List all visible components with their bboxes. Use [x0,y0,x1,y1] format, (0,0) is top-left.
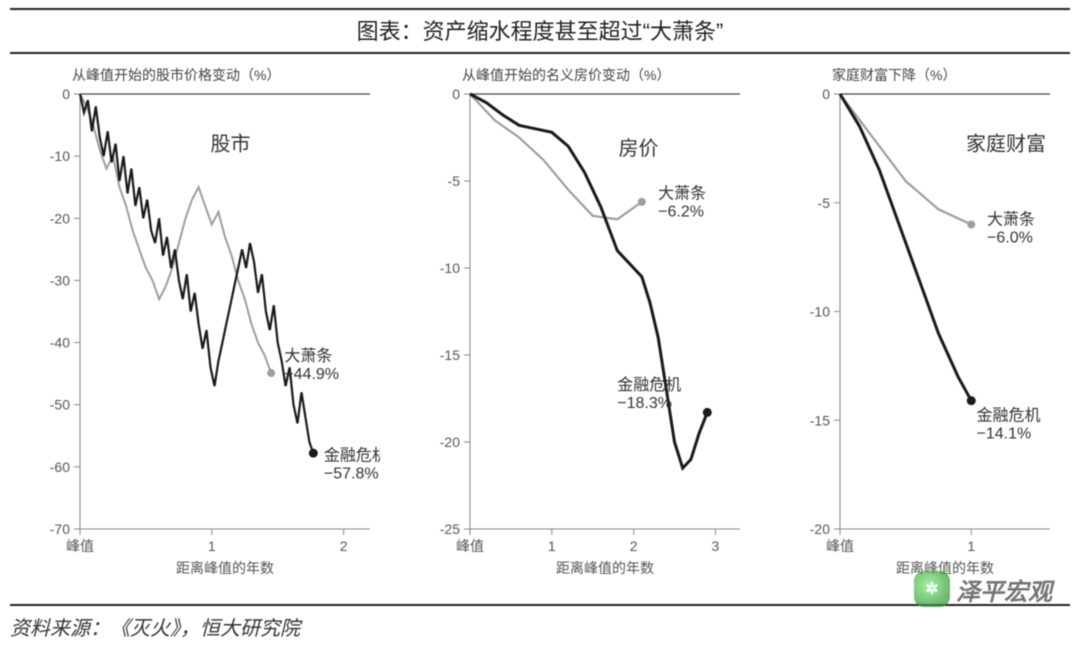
y-tick-label: -50 [50,397,70,413]
marker-financial-crisis [703,408,712,417]
marker-great-depression [267,369,275,377]
series-financial-crisis [80,94,313,453]
panel-subtitle: 家庭财富下降（%） [832,67,956,83]
marker-great-depression [638,198,646,206]
x-tick-label: 峰值 [66,538,94,554]
x-tick-label: 3 [712,538,720,554]
x-tick-label: 2 [630,538,638,554]
series-great-depression [470,94,642,219]
y-tick-label: -5 [448,173,461,189]
panel-big-label: 家庭财富 [966,133,1046,156]
series-great-depression [840,94,971,225]
annotation-value: −14.1% [977,425,1032,442]
y-tick-label: -15 [810,412,830,428]
y-tick-label: -30 [50,272,70,288]
y-tick-label: -40 [50,335,70,351]
x-tick-label: 2 [340,538,348,554]
y-tick-label: 0 [452,86,460,102]
panel-subtitle: 从峰值开始的名义房价变动（%） [462,67,670,83]
annotation-value: −18.3% [617,395,672,412]
annotation-label: 金融危机 [617,376,681,394]
marker-great-depression [967,221,975,229]
y-tick-label: -70 [50,521,70,537]
y-tick-label: -20 [810,521,830,537]
annotation-label: 大萧条 [284,347,332,365]
y-tick-label: 0 [822,86,830,102]
x-axis-label: 距离峰值的年数 [556,560,654,576]
figure-title: 图表：资产缩水程度甚至超过“大萧条” [10,8,1070,54]
annotation-value: −6.0% [987,230,1033,247]
y-tick-label: -25 [440,521,460,537]
panel-housing: 从峰值开始的名义房价变动（%）0 -5 -10 -15 -20 -25峰值 1 2 3 距离峰值的… [420,64,750,594]
y-tick-label: -10 [810,304,830,320]
annotation-value: −57.8% [324,466,379,483]
panel-wealth: 家庭财富下降（%）0-5-10-15-20峰值1距离峰值的年数家庭财富大萧条−6… [790,64,1060,594]
x-tick-label: 1 [548,538,556,554]
y-tick-label: -15 [440,347,460,363]
x-tick-label: 1 [967,538,975,554]
watermark: ✲ 泽平宏观 [914,571,1052,607]
y-tick-label: 0 [62,86,70,102]
chart-area: 从峰值开始的股市价格变动（%）0-10-20-30-40-50-60-70峰值1… [10,54,1070,604]
panel-big-label: 房价 [619,137,659,160]
marker-financial-crisis [967,396,976,405]
annotation-label: 金融危机 [977,406,1041,424]
y-tick-label: -20 [50,210,70,226]
wechat-icon: ✲ [914,571,950,607]
series-financial-crisis [840,94,971,401]
x-axis-label: 距离峰值的年数 [176,560,274,576]
y-tick-label: -20 [440,434,460,450]
panel-stocks: 从峰值开始的股市价格变动（%）0 -10 -20 -30 -40 -50 -60 -70峰值 1… [30,64,380,594]
series-financial-crisis [470,94,707,468]
marker-financial-crisis [309,449,318,458]
annotation-label: 大萧条 [658,184,706,202]
x-tick-label: 1 [208,538,216,554]
panel-big-label: 股市 [211,133,251,156]
watermark-text: 泽平宏观 [956,572,1052,607]
annotation-label: 大萧条 [987,211,1035,229]
y-tick-label: -5 [818,195,831,211]
y-tick-label: -10 [50,148,70,164]
panel-subtitle: 从峰值开始的股市价格变动（%） [72,67,280,83]
annotation-value: −6.2% [658,203,704,220]
annotation-label: 金融危机 [324,447,380,465]
y-tick-label: -10 [440,260,460,276]
x-tick-label: 峰值 [826,538,854,554]
source-line: 资料来源：《灭火》，恒大研究院 [10,604,1070,641]
x-tick-label: 峰值 [456,538,484,554]
y-tick-label: -60 [50,459,70,475]
annotation-value: −44.9% [284,366,339,383]
